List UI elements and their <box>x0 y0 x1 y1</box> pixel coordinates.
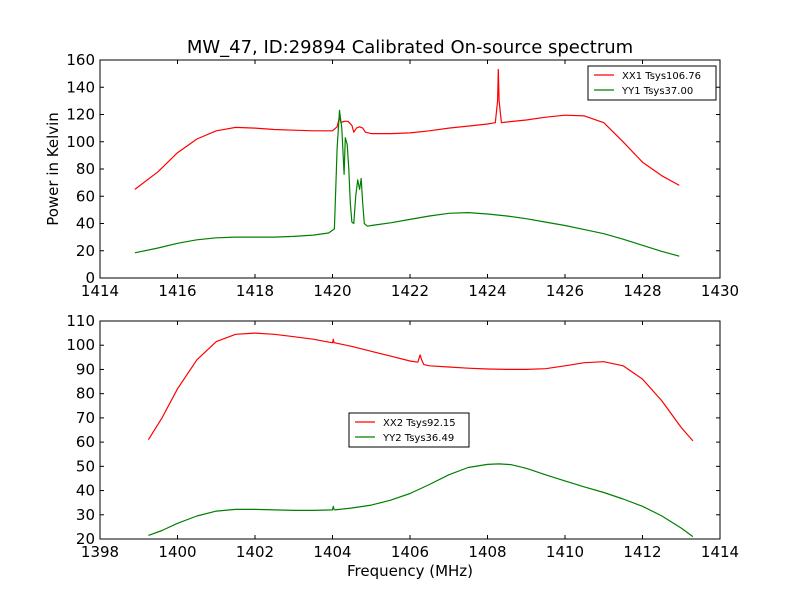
legend-entry: XX2 Tsys92.15 <box>383 418 456 429</box>
y-tick-label: 140 <box>66 78 95 96</box>
x-tick-label: 1430 <box>701 282 739 300</box>
legend-box <box>348 412 470 448</box>
top-panel: 1414 1416 1418 1420 1422 1424 1426 1428 1430 0 20 4… <box>66 51 739 300</box>
x-tick-label: 1416 <box>158 282 196 300</box>
legend-entry: YY1 Tsys37.00 <box>621 86 693 97</box>
legend: XX1 Tsys106.76 YY1 Tsys37.00 <box>587 65 717 101</box>
legend-entry: XX1 Tsys106.76 <box>622 71 701 82</box>
x-tick-label: 1414 <box>81 282 119 300</box>
figure-title: MW_47, ID:29894 Calibrated On-source spe… <box>187 37 633 58</box>
x-axis-label: Frequency (MHz) <box>347 562 473 580</box>
x-tick-label: 1398 <box>81 543 119 561</box>
x-tick-label: 1400 <box>158 543 196 561</box>
series-line-1-1 <box>134 68 680 190</box>
y-tick-label: 70 <box>76 409 95 427</box>
y-tick-label: 90 <box>76 360 95 378</box>
series-line-2-2 <box>148 463 694 538</box>
y-tick-label: 20 <box>76 242 95 260</box>
x-tick-label: 1408 <box>468 543 506 561</box>
y-tick-label: 110 <box>66 312 95 330</box>
y-tick-label: 120 <box>66 106 95 124</box>
y-tick-label: 60 <box>76 187 95 205</box>
legend-entry: YY2 Tsys36.49 <box>382 433 454 444</box>
x-tick-label: 1414 <box>701 543 739 561</box>
y-tick-label: 50 <box>76 457 95 475</box>
bottom-panel: 1398 1400 1402 1404 1406 1408 1410 1412 1414 20 30… <box>66 312 739 561</box>
y-tick-label: 40 <box>76 482 95 500</box>
x-tick-label: 1426 <box>546 282 584 300</box>
x-tick-label: 1418 <box>236 282 274 300</box>
x-tick-label: 1404 <box>313 543 351 561</box>
y-tick-label: 40 <box>76 215 95 233</box>
x-tick-label: 1402 <box>236 543 274 561</box>
x-tick-label: 1412 <box>623 543 661 561</box>
y-tick-label: 100 <box>66 336 95 354</box>
y-tick-label: 100 <box>66 133 95 151</box>
x-tick-label: 1428 <box>623 282 661 300</box>
series-line-2-1 <box>147 332 694 442</box>
legend: XX2 Tsys92.15 YY2 Tsys36.49 <box>348 412 470 448</box>
series-line-1-2 <box>134 109 680 257</box>
y-tick-label: 80 <box>76 385 95 403</box>
legend-box <box>587 65 717 101</box>
x-tick-label: 1422 <box>391 282 429 300</box>
y-tick-label: 20 <box>76 530 95 548</box>
y-tick-label: 30 <box>76 506 95 524</box>
x-tick-label: 1410 <box>546 543 584 561</box>
x-tick-label: 1424 <box>468 282 506 300</box>
y-tick-label: 80 <box>76 160 95 178</box>
x-tick-label: 1420 <box>313 282 351 300</box>
y-tick-label: 60 <box>76 433 95 451</box>
y-axis-label: Power in Kelvin <box>44 112 62 226</box>
y-tick-label: 160 <box>66 51 95 69</box>
x-tick-label: 1406 <box>391 543 429 561</box>
y-tick-label: 0 <box>85 269 95 287</box>
